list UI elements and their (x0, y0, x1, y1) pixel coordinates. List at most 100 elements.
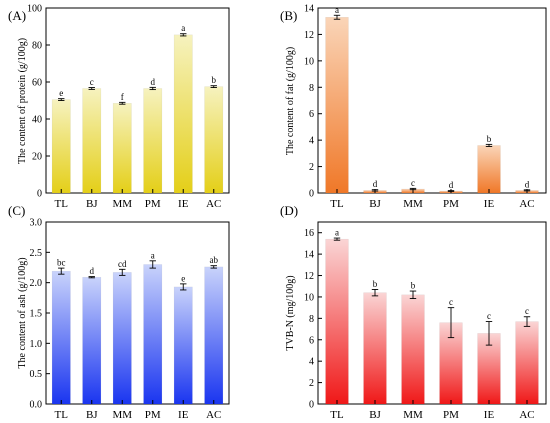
y-tick-label: 6 (309, 335, 314, 346)
y-tick-label: 10 (304, 292, 314, 303)
bar-bj (363, 292, 387, 405)
y-tick-label: 2.0 (30, 278, 43, 289)
x-tick-label: TL (330, 198, 344, 210)
y-tick-label: 0.5 (30, 369, 43, 380)
y-tick-label: 14 (304, 250, 314, 261)
y-axis-title: The content of ash (g/100g) (17, 257, 28, 368)
significance-letter: b (212, 75, 217, 85)
y-tick-label: 2 (309, 378, 314, 389)
y-tick-label: 10 (304, 56, 314, 67)
significance-letter: a (151, 250, 155, 260)
panel-label: (D) (280, 203, 298, 218)
significance-letter: e (59, 88, 63, 98)
significance-letter: d (373, 179, 378, 189)
y-tick-label: 3.0 (30, 218, 43, 229)
bar-pm (143, 88, 163, 194)
panel-fat: (B) The content of fat (g/100g) 0 2 4 6 8 10 1… (280, 4, 547, 210)
y-axis-title: TVB-N (mg/100g) (285, 275, 296, 350)
significance-letter: d (151, 77, 156, 87)
x-tick-label: MM (112, 198, 132, 210)
y-tick-label: 4 (309, 357, 314, 368)
x-tick-label: BJ (86, 409, 98, 421)
y-tick-label: 100 (27, 4, 42, 15)
y-axis-title: The content of protein (g/100g) (17, 38, 28, 164)
x-tick-label: MM (403, 198, 423, 210)
plot-frame (317, 7, 547, 194)
panel-tvbn: (D) TVB-N (mg/100g) 0 2 4 6 8 10 12 14 16 a TL b BJ b… (280, 203, 547, 421)
significance-letter: b (411, 281, 416, 291)
x-tick-label: PM (145, 198, 161, 210)
y-tick-label: 1.0 (30, 339, 43, 350)
plot-frame (317, 221, 547, 405)
significance-letter: a (181, 23, 185, 33)
y-tick-label: 8 (309, 83, 314, 94)
bar-ac (204, 266, 224, 405)
bar-mm (112, 272, 132, 405)
significance-letter: ab (210, 255, 219, 265)
bar-mm (112, 103, 132, 194)
significance-letter: c (90, 77, 94, 87)
y-tick-label: 4 (309, 136, 314, 147)
panel-protein: (A) The content of protein (g/100g) 0 20 4… (8, 4, 230, 210)
y-tick-label: 60 (32, 78, 42, 89)
significance-letter: d (449, 180, 454, 190)
significance-letter: c (487, 311, 491, 321)
significance-letter: cd (118, 259, 127, 269)
plot-frame (45, 221, 230, 405)
y-tick-label: 2 (309, 162, 314, 173)
y-tick-label: 1.5 (30, 309, 43, 320)
x-tick-label: MM (112, 409, 132, 421)
x-tick-label: IE (178, 409, 189, 421)
y-tick-label: 0 (309, 400, 314, 411)
significance-letter: c (411, 178, 415, 188)
significance-letter: c (449, 297, 453, 307)
y-tick-label: 0.0 (30, 400, 43, 411)
significance-letter: a (335, 228, 339, 238)
x-tick-label: PM (145, 409, 161, 421)
bar-ie (173, 286, 193, 405)
x-tick-label: IE (178, 198, 189, 210)
y-tick-label: 80 (32, 41, 42, 52)
y-tick-label: 40 (32, 115, 42, 126)
y-tick-label: 20 (32, 152, 42, 163)
bar-ac (515, 321, 539, 405)
bar-tl (51, 270, 71, 405)
significance-letter: b (373, 279, 378, 289)
significance-letter: d (90, 266, 95, 276)
y-tick-label: 12 (304, 271, 314, 282)
significance-letter: b (487, 134, 492, 144)
bar-ie (173, 34, 193, 194)
x-tick-label: PM (443, 409, 459, 421)
x-tick-label: IE (484, 198, 495, 210)
x-tick-label: PM (443, 198, 459, 210)
significance-letter: c (525, 306, 529, 316)
x-tick-label: TL (55, 198, 69, 210)
bar-tl (325, 238, 349, 405)
y-tick-label: 2.5 (30, 248, 43, 259)
x-tick-label: TL (330, 409, 344, 421)
x-tick-label: AC (206, 198, 221, 210)
panel-label: (B) (280, 8, 297, 23)
bar-tl (325, 17, 349, 194)
plot-frame (45, 7, 230, 194)
significance-letter: a (335, 5, 339, 15)
x-tick-label: AC (519, 409, 534, 421)
y-tick-label: 8 (309, 314, 314, 325)
panel-ash: (C) The content of ash (g/100g) 0.0 0.5 1.… (8, 203, 230, 421)
bar-mm (401, 294, 425, 405)
y-tick-label: 0 (37, 189, 42, 200)
x-tick-label: BJ (369, 198, 381, 210)
significance-letter: bc (57, 258, 66, 268)
x-tick-label: MM (403, 409, 423, 421)
panel-label: (A) (8, 8, 26, 23)
x-tick-label: BJ (369, 409, 381, 421)
y-axis-title: The content of fat (g/100g) (285, 47, 296, 155)
bar-pm (143, 264, 163, 405)
y-tick-label: 0 (309, 189, 314, 200)
y-tick-label: 16 (304, 228, 314, 239)
bar-bj (82, 276, 102, 405)
x-tick-label: AC (206, 409, 221, 421)
bar-ie (477, 145, 501, 194)
bar-tl (51, 99, 71, 194)
